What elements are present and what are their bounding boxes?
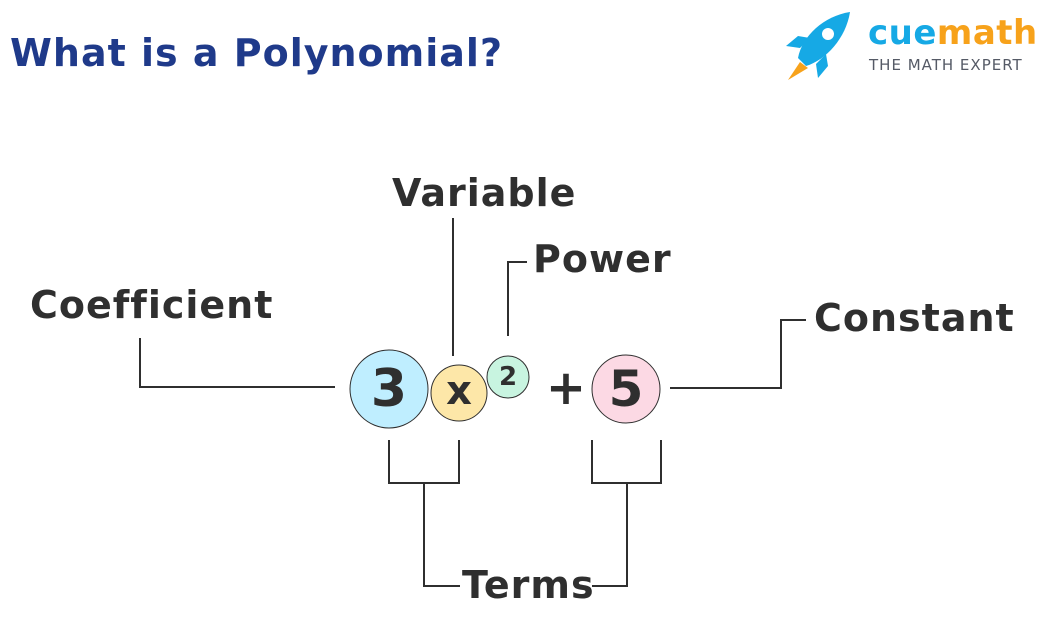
- terms-connector-right: [592, 483, 628, 587]
- power-label: Power: [533, 237, 672, 281]
- brand-name-cue: cue: [868, 13, 937, 53]
- power-connector: [507, 261, 527, 336]
- brand-name-math: math: [936, 13, 1038, 53]
- constant-value: 5: [609, 360, 644, 418]
- constant-circle: [591, 354, 661, 424]
- brand-tagline: THE MATH EXPERT: [869, 56, 1023, 74]
- page-title: What is a Polynomial?: [10, 31, 503, 75]
- plus-operator: +: [546, 360, 586, 416]
- variable-label: Variable: [392, 171, 576, 215]
- coefficient-circle: [349, 349, 429, 429]
- variable-value: x: [446, 368, 472, 414]
- constant-label: Constant: [814, 296, 1015, 340]
- variable-circle: [430, 364, 488, 422]
- exponent-circle: [486, 355, 530, 399]
- coefficient-label: Coefficient: [30, 283, 273, 327]
- coefficient-value: 3: [371, 359, 407, 419]
- term2-bracket: [591, 440, 662, 484]
- brand-name: cuemath: [868, 16, 1038, 50]
- rocket-icon: [786, 12, 850, 80]
- term1-bracket: [388, 440, 460, 484]
- exponent-value: 2: [499, 362, 517, 392]
- coefficient-connector: [139, 338, 335, 388]
- terms-label: Terms: [462, 563, 595, 607]
- terms-connector-left: [423, 483, 460, 587]
- cuemath-logo[interactable]: cuemath THE MATH EXPERT: [778, 6, 1038, 86]
- constant-connector: [670, 319, 806, 389]
